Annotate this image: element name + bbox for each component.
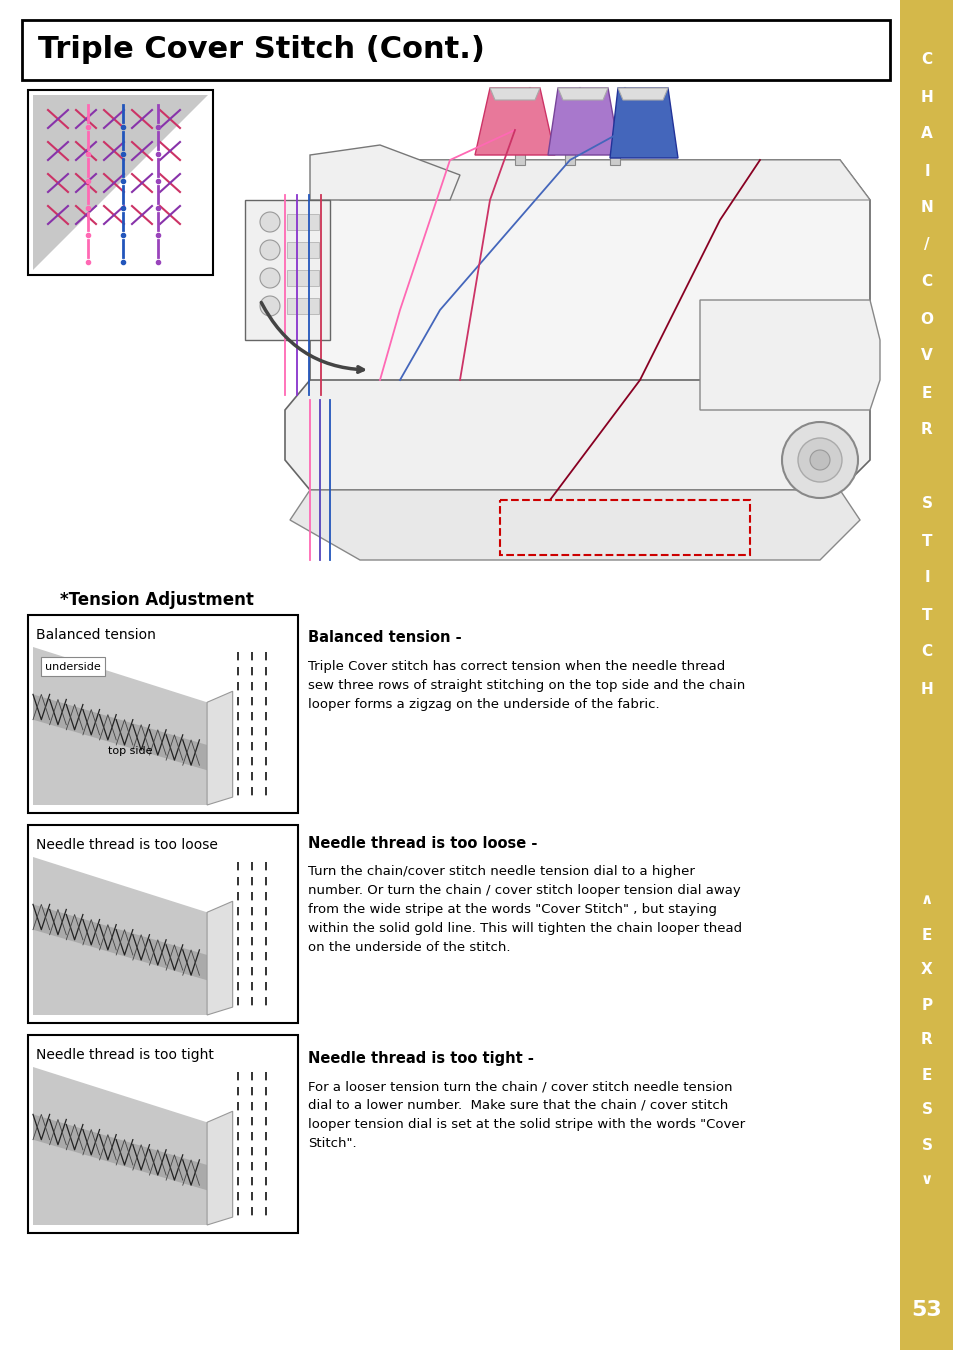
- Polygon shape: [33, 95, 208, 270]
- Text: ∧: ∧: [920, 892, 932, 907]
- Text: S: S: [921, 497, 931, 512]
- Circle shape: [797, 437, 841, 482]
- Text: For a looser tension turn the chain / cover stitch needle tension: For a looser tension turn the chain / co…: [308, 1080, 732, 1094]
- Text: underside: underside: [45, 662, 101, 672]
- Text: 53: 53: [911, 1300, 942, 1320]
- Polygon shape: [33, 1066, 207, 1224]
- Text: Triple Cover Stitch (Cont.): Triple Cover Stitch (Cont.): [38, 35, 484, 65]
- Polygon shape: [33, 1114, 207, 1191]
- Bar: [515, 147, 524, 165]
- Polygon shape: [310, 144, 459, 200]
- Text: R: R: [921, 423, 932, 437]
- Polygon shape: [207, 902, 233, 1015]
- Text: Stitch".: Stitch".: [308, 1137, 356, 1150]
- Text: looper tension dial is set at the solid stripe with the words "Cover: looper tension dial is set at the solid …: [308, 1118, 744, 1131]
- Text: I: I: [923, 163, 929, 178]
- Bar: [287, 242, 318, 258]
- Circle shape: [781, 423, 857, 498]
- Bar: [899, 0, 953, 1350]
- Text: *Tension Adjustment: *Tension Adjustment: [60, 591, 253, 609]
- Text: R: R: [921, 1033, 932, 1048]
- Bar: [287, 215, 318, 230]
- Text: ∨: ∨: [920, 1173, 932, 1188]
- Text: Needle thread is too tight -: Needle thread is too tight -: [308, 1050, 534, 1065]
- Polygon shape: [490, 88, 539, 100]
- Text: /: /: [923, 238, 929, 252]
- Polygon shape: [290, 490, 859, 560]
- Text: E: E: [921, 927, 931, 942]
- Bar: [28, 90, 213, 275]
- Text: Triple Cover stitch has correct tension when the needle thread: Triple Cover stitch has correct tension …: [308, 660, 724, 674]
- Text: sew three rows of straight stitching on the top side and the chain: sew three rows of straight stitching on …: [308, 679, 744, 693]
- Text: Needle thread is too tight: Needle thread is too tight: [36, 1048, 213, 1062]
- Text: P: P: [921, 998, 932, 1012]
- Bar: [287, 270, 318, 286]
- Text: S: S: [921, 1103, 931, 1118]
- Text: Turn the chain/cover stitch needle tension dial to a higher: Turn the chain/cover stitch needle tensi…: [308, 865, 694, 878]
- Text: A: A: [921, 127, 932, 142]
- Polygon shape: [339, 161, 869, 200]
- Polygon shape: [33, 694, 207, 771]
- Polygon shape: [33, 647, 207, 805]
- Text: X: X: [921, 963, 932, 977]
- Circle shape: [260, 240, 280, 261]
- Text: from the wide stripe at the words "Cover Stitch" , but staying: from the wide stripe at the words "Cover…: [308, 903, 717, 917]
- Text: looper forms a zigzag on the underside of the fabric.: looper forms a zigzag on the underside o…: [308, 698, 659, 711]
- Text: on the underside of the stitch.: on the underside of the stitch.: [308, 941, 510, 954]
- Text: T: T: [921, 608, 931, 622]
- Polygon shape: [207, 691, 233, 805]
- Polygon shape: [33, 857, 207, 1015]
- Polygon shape: [475, 88, 555, 155]
- Text: Balanced tension: Balanced tension: [36, 628, 155, 643]
- Text: C: C: [921, 274, 932, 289]
- Polygon shape: [310, 161, 869, 410]
- Text: top side: top side: [108, 747, 152, 756]
- Polygon shape: [547, 88, 619, 155]
- Text: T: T: [921, 533, 931, 548]
- Bar: [28, 616, 297, 813]
- Bar: [245, 200, 330, 340]
- Text: C: C: [921, 644, 932, 660]
- Text: N: N: [920, 201, 932, 216]
- Bar: [609, 147, 619, 165]
- Circle shape: [809, 450, 829, 470]
- Text: C: C: [921, 53, 932, 68]
- Text: E: E: [921, 1068, 931, 1083]
- Bar: [22, 20, 889, 80]
- Text: Balanced tension -: Balanced tension -: [308, 630, 461, 645]
- Polygon shape: [618, 88, 667, 100]
- Text: E: E: [921, 386, 931, 401]
- Text: O: O: [920, 312, 933, 327]
- Polygon shape: [609, 88, 678, 158]
- Circle shape: [260, 296, 280, 316]
- Bar: [499, 500, 749, 555]
- Polygon shape: [700, 300, 879, 410]
- Text: dial to a lower number.  Make sure that the chain / cover stitch: dial to a lower number. Make sure that t…: [308, 1099, 727, 1112]
- Bar: [28, 1035, 297, 1233]
- Text: S: S: [921, 1138, 931, 1153]
- Bar: [41, 657, 105, 676]
- Text: number. Or turn the chain / cover stitch looper tension dial away: number. Or turn the chain / cover stitch…: [308, 884, 740, 896]
- Text: Needle thread is too loose -: Needle thread is too loose -: [308, 836, 537, 850]
- Polygon shape: [285, 379, 869, 490]
- Circle shape: [260, 269, 280, 288]
- Polygon shape: [33, 904, 207, 980]
- Text: Needle thread is too loose: Needle thread is too loose: [36, 838, 217, 852]
- Bar: [564, 147, 575, 165]
- Text: H: H: [920, 89, 932, 104]
- Circle shape: [260, 212, 280, 232]
- Text: I: I: [923, 571, 929, 586]
- Polygon shape: [558, 88, 607, 100]
- Text: V: V: [921, 348, 932, 363]
- Text: within the solid gold line. This will tighten the chain looper thead: within the solid gold line. This will ti…: [308, 922, 741, 936]
- Bar: [287, 298, 318, 315]
- Bar: [28, 825, 297, 1023]
- Text: H: H: [920, 682, 932, 697]
- Polygon shape: [207, 1111, 233, 1224]
